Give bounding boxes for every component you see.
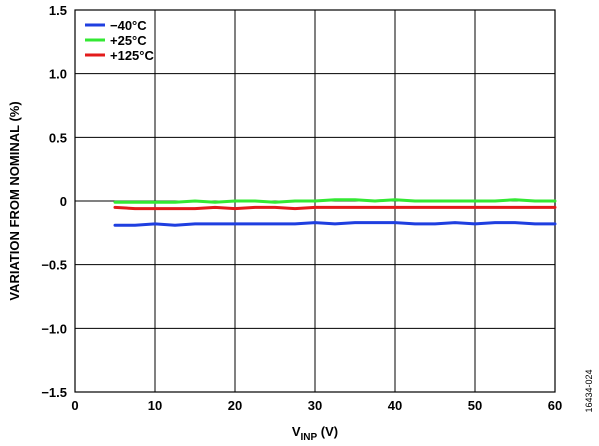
y-tick-label: −1.5: [41, 385, 67, 400]
y-tick-label: −1.0: [41, 321, 67, 336]
series-line-2: [113, 205, 557, 211]
y-tick-label: −0.5: [41, 258, 67, 273]
x-axis-title-subscript: INP: [301, 432, 318, 443]
x-tick-label: 60: [548, 398, 562, 413]
x-axis-title-main: V: [292, 424, 301, 439]
x-tick-labels: 0 10 20 30 40 50 60: [71, 398, 562, 413]
y-tick-labels: −1.5 −1.0 −0.5 0 0.5 1.0 1.5: [41, 3, 67, 400]
x-tick-label: 40: [388, 398, 402, 413]
legend-label: +25°C: [110, 33, 147, 48]
legend-label: −40°C: [110, 18, 147, 33]
legend: −40°C+25°C+125°C: [85, 18, 154, 63]
series-line-0: [113, 221, 557, 227]
y-tick-label: 1.0: [49, 67, 67, 82]
x-tick-label: 50: [468, 398, 482, 413]
y-tick-label: 0: [60, 194, 67, 209]
x-tick-label: 0: [71, 398, 78, 413]
y-tick-label: 1.5: [49, 3, 67, 18]
x-tick-label: 10: [148, 398, 162, 413]
x-axis-title-suffix: (V): [317, 424, 338, 439]
x-tick-label: 30: [308, 398, 322, 413]
series-layer: [113, 198, 557, 227]
figure-id: 16434-024: [584, 369, 594, 412]
x-tick-label: 20: [228, 398, 242, 413]
x-axis-title: VINP (V): [292, 424, 338, 443]
y-tick-label: 0.5: [49, 130, 67, 145]
y-axis-title: VARIATION FROM NOMINAL (%): [7, 101, 22, 300]
series-line-1: [113, 198, 557, 204]
legend-label: +125°C: [110, 48, 154, 63]
